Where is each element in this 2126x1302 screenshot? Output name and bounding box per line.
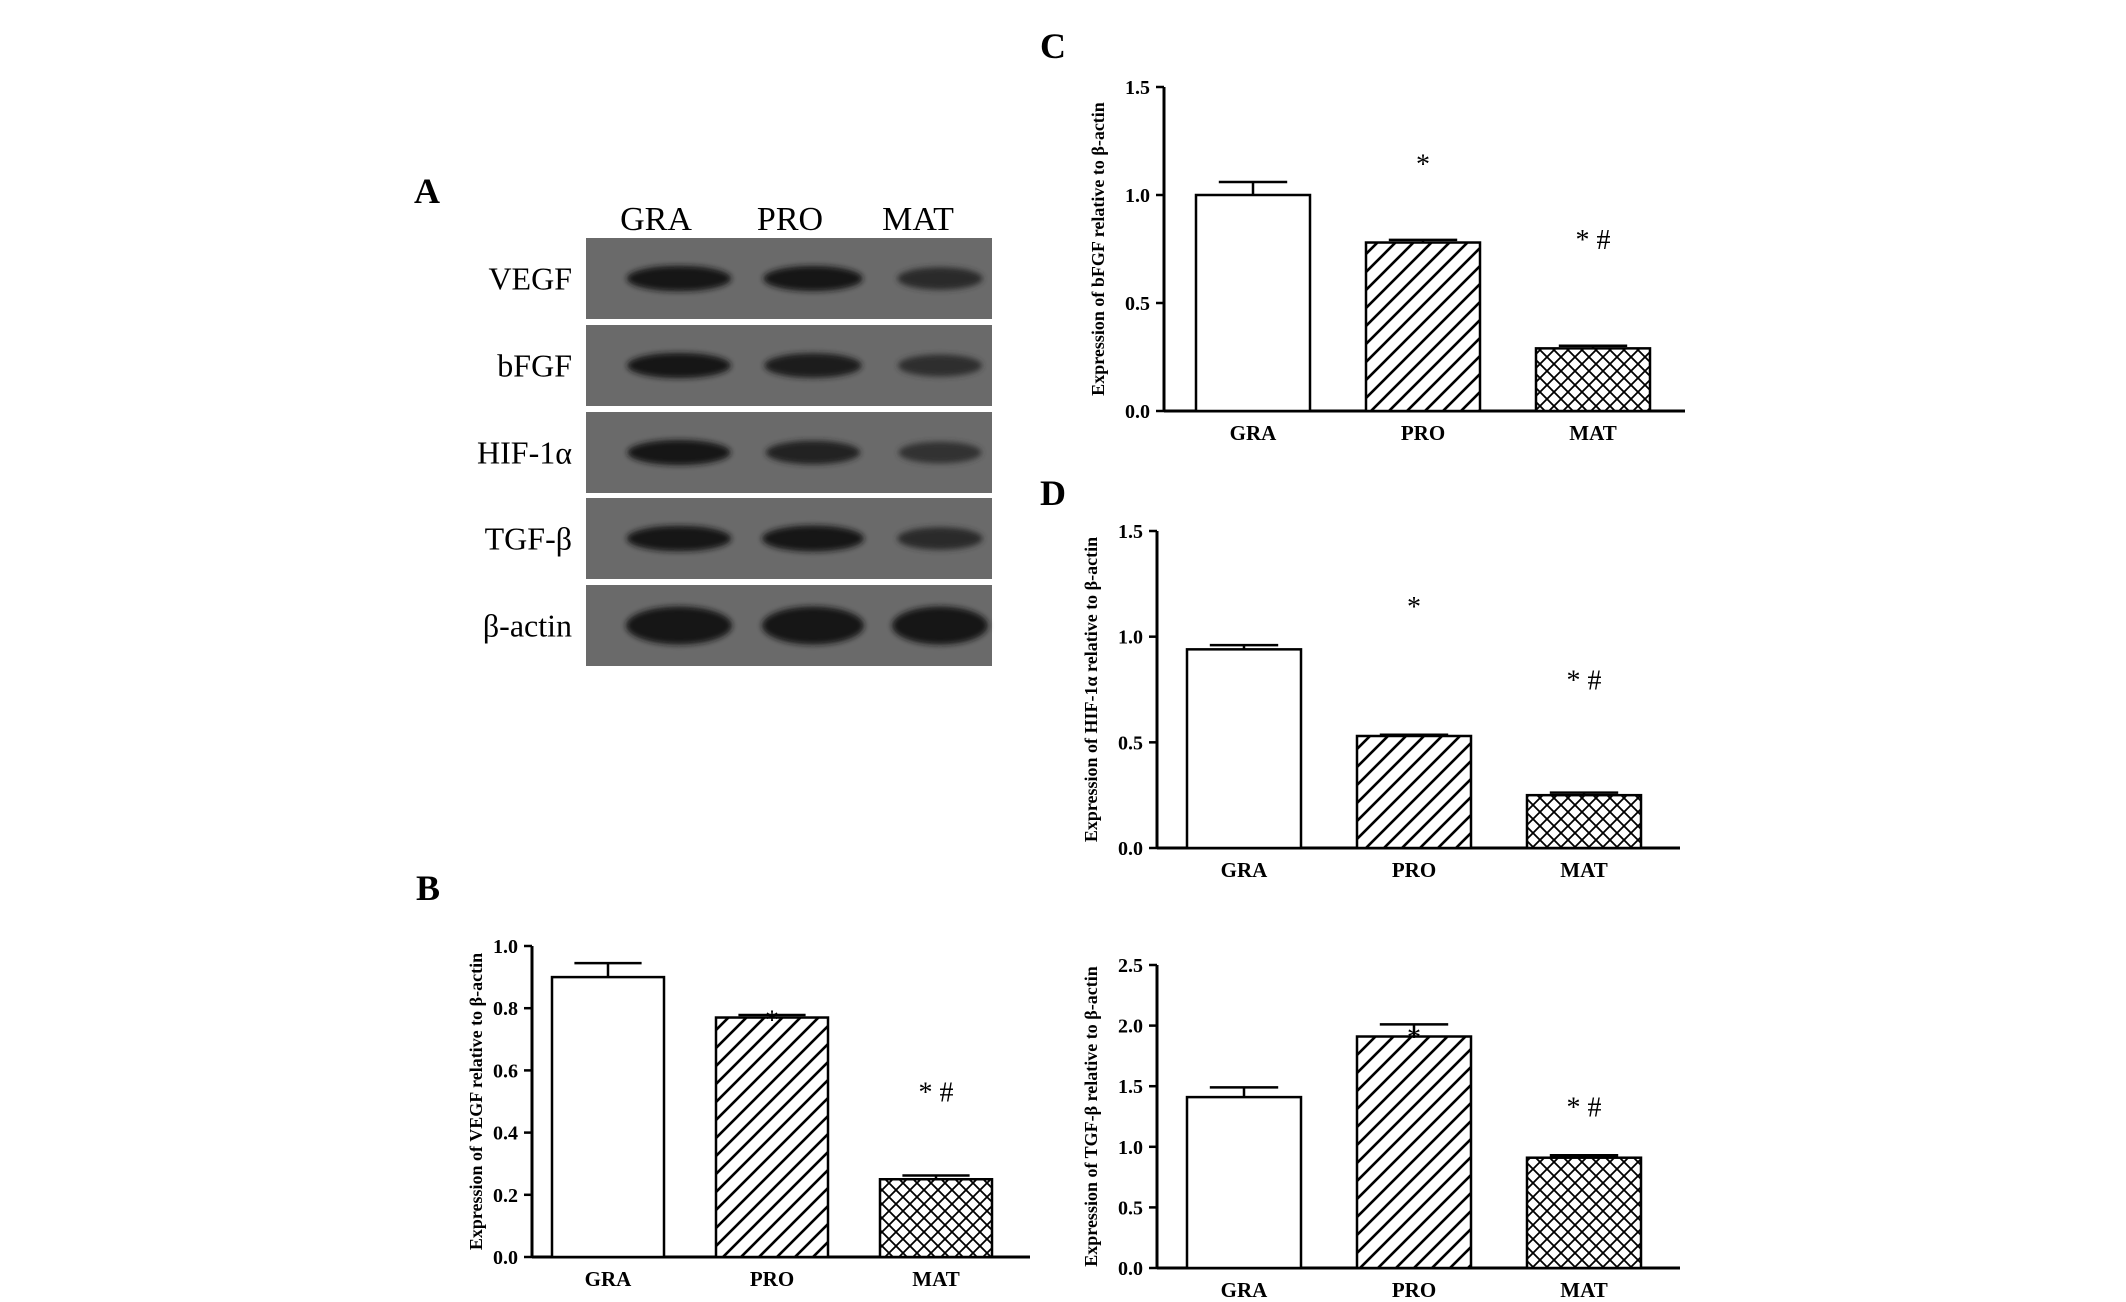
panel-letter-c: C — [1040, 26, 1066, 66]
chart-1-bar-pro — [1364, 241, 1482, 413]
blot-protein-label-hif-1alpha: HIF-1α — [477, 435, 572, 471]
tgfb-bar-chart: 0.0 0.5 1.0 1.5 2.0 2.5 Expression of TGF-β re… — [1081, 955, 1680, 1302]
chart-3-y-tick-label: 0.5 — [1118, 1197, 1143, 1219]
blot-band-bfgf-mat — [898, 354, 982, 377]
chart-0-y-tick-label: 1.0 — [493, 936, 518, 958]
chart-3-x-tick-label-gra: GRA — [1221, 1278, 1269, 1302]
chart-2-x-tick-label-mat: MAT — [1560, 858, 1607, 882]
chart-1-bar-gra — [1194, 193, 1312, 413]
panel-letter-b: B — [416, 868, 440, 908]
chart-0-significance-mat: * # — [919, 1078, 954, 1109]
blot-strips: VEGF bFGF HIF-1α TGF-β β-actin — [477, 238, 992, 666]
blot-band-vegf-pro — [763, 265, 863, 292]
blot-band-beta-actin-pro — [762, 606, 864, 645]
chart-1-y-tick-label: 0.0 — [1125, 401, 1150, 423]
western-blot-panel: A GRA PRO MAT VEGF bFGF HIF-1α TGF-β β-actin — [414, 171, 992, 666]
blot-band-bfgf-gra — [627, 352, 731, 379]
chart-0-bar-mat — [878, 1178, 994, 1259]
chart-3-significance-pro: * — [1407, 1023, 1421, 1054]
blot-lane-labels: GRA PRO MAT — [620, 201, 954, 238]
blot-band-bfgf-pro — [764, 353, 862, 378]
chart-0-bar-pro — [714, 1016, 830, 1259]
chart-2-bar-gra — [1185, 648, 1303, 850]
chart-1-y-tick-label: 1.5 — [1125, 77, 1150, 99]
blot-band-hif-1alpha-pro — [765, 440, 861, 465]
panel-letter-d: D — [1040, 473, 1066, 513]
chart-0-y-tick-label: 0.4 — [493, 1123, 518, 1145]
chart-0-y-axis-label: Expression of VEGF relative to β-actin — [466, 953, 486, 1250]
chart-0-y-tick-label: 0.2 — [493, 1185, 518, 1207]
blot-row-tgf-beta: TGF-β — [485, 498, 992, 579]
blot-band-hif-1alpha-mat — [898, 441, 982, 464]
blot-band-tgf-beta-mat — [897, 527, 983, 550]
blot-band-hif-1alpha-gra — [627, 439, 731, 466]
chart-3-x-tick-label-mat: MAT — [1560, 1278, 1607, 1302]
vegf-bar-chart: B 0.0 0.2 0.4 0.6 0.8 1.0 Expression of VEGF re… — [416, 868, 1030, 1291]
blot-row-vegf: VEGF — [488, 238, 992, 319]
chart-0-y-tick-label: 0.0 — [493, 1247, 518, 1269]
chart-2-y-tick-label: 1.0 — [1118, 627, 1143, 649]
blot-lane-label-mat: MAT — [882, 201, 954, 238]
chart-3-bar-pro — [1355, 1035, 1473, 1270]
chart-2-x-tick-label-pro: PRO — [1392, 858, 1436, 882]
chart-2-significance-mat: * # — [1567, 666, 1602, 697]
chart-0-y-tick-label: 0.6 — [493, 1060, 518, 1082]
chart-0-y-tick-label: 0.8 — [493, 998, 518, 1020]
chart-3-y-tick-label: 1.5 — [1118, 1076, 1143, 1098]
chart-3-x-tick-label-pro: PRO — [1392, 1278, 1436, 1302]
blot-protein-label-bfgf: bFGF — [497, 348, 572, 384]
chart-1-bar-mat — [1534, 347, 1652, 413]
chart-1-y-tick-label: 1.0 — [1125, 185, 1150, 207]
chart-3-y-axis-label: Expression of TGF-β relative to β-actin — [1081, 966, 1101, 1266]
hif1a-bar-chart: D 0.0 0.5 1.0 1.5 Expression of HIF-1α relati… — [1040, 473, 1680, 882]
chart-0-x-tick-label-pro: PRO — [750, 1267, 794, 1291]
blot-band-beta-actin-gra — [626, 606, 732, 645]
chart-1-significance-pro: * — [1416, 150, 1430, 181]
chart-2-x-tick-label-gra: GRA — [1221, 858, 1269, 882]
blot-protein-label-vegf: VEGF — [488, 261, 572, 297]
blot-protein-label-beta-actin: β-actin — [483, 608, 572, 644]
blot-band-tgf-beta-gra — [626, 525, 732, 552]
chart-0-x-tick-label-gra: GRA — [585, 1267, 633, 1291]
blot-band-tgf-beta-pro — [762, 525, 864, 552]
blot-band-vegf-gra — [626, 265, 732, 292]
chart-2-y-tick-label: 0.0 — [1118, 838, 1143, 860]
chart-0-x-tick-label-mat: MAT — [912, 1267, 959, 1291]
chart-2-bar-pro — [1355, 734, 1473, 850]
chart-1-x-tick-label-mat: MAT — [1569, 421, 1616, 445]
blot-lane-label-gra: GRA — [620, 201, 692, 238]
chart-3-bar-gra — [1185, 1095, 1303, 1270]
chart-3-bar-mat — [1525, 1156, 1643, 1270]
chart-2-significance-pro: * — [1407, 592, 1421, 623]
chart-3-y-tick-label: 2.0 — [1118, 1016, 1143, 1038]
chart-1-significance-mat: * # — [1576, 225, 1611, 256]
blot-row-hif-1alpha: HIF-1α — [477, 412, 992, 493]
chart-3-y-tick-label: 2.5 — [1118, 955, 1143, 977]
blot-row-bfgf: bFGF — [497, 325, 992, 406]
chart-3-y-tick-label: 0.0 — [1118, 1258, 1143, 1280]
blot-row-beta-actin: β-actin — [483, 585, 992, 666]
blot-lane-label-pro: PRO — [757, 201, 823, 238]
chart-1-y-axis-label: Expression of bFGF relative to β-actin — [1088, 102, 1108, 396]
chart-2-y-axis-label: Expression of HIF-1α relative to β-actin — [1081, 537, 1101, 842]
blot-band-vegf-mat — [897, 267, 983, 290]
bfgf-bar-chart: C 0.0 0.5 1.0 1.5 Expression of bFGF relative… — [1040, 26, 1685, 445]
chart-1-x-tick-label-gra: GRA — [1230, 421, 1278, 445]
chart-1-y-tick-label: 0.5 — [1125, 293, 1150, 315]
chart-2-y-tick-label: 0.5 — [1118, 732, 1143, 754]
chart-0-bar-gra — [550, 975, 666, 1259]
chart-2-y-tick-label: 1.5 — [1118, 521, 1143, 543]
chart-3-y-tick-label: 1.0 — [1118, 1137, 1143, 1159]
chart-1-x-tick-label-pro: PRO — [1401, 421, 1445, 445]
panel-letter-a: A — [414, 171, 440, 211]
chart-3-significance-mat: * # — [1567, 1093, 1602, 1124]
blot-band-beta-actin-mat — [892, 606, 988, 645]
chart-0-significance-pro: * — [765, 1006, 779, 1037]
chart-2-bar-mat — [1525, 793, 1643, 850]
blot-protein-label-tgf-beta: TGF-β — [485, 521, 572, 557]
